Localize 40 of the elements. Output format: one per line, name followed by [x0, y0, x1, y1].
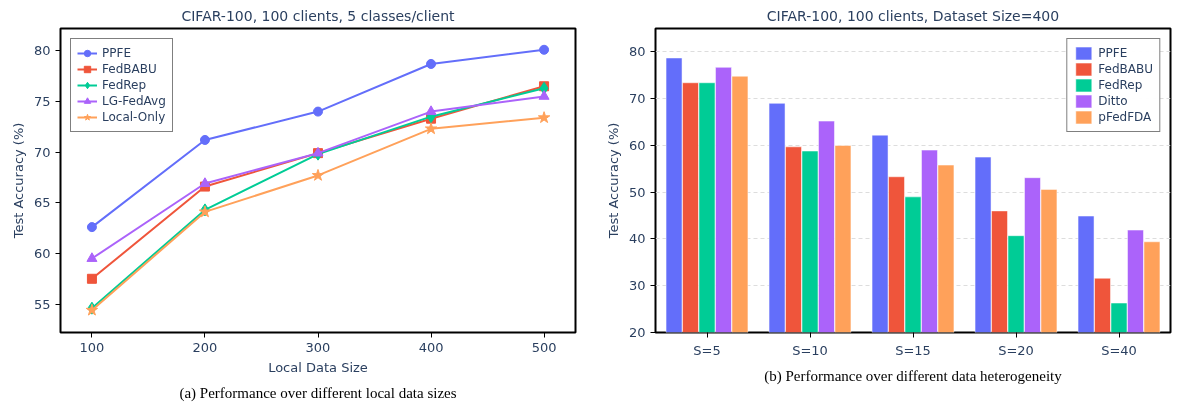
y-tick-label: 60 — [33, 245, 51, 261]
y-tick-label: 80 — [628, 44, 646, 60]
y-tick-label: 75 — [33, 93, 51, 109]
legend-label: Local-Only — [102, 109, 166, 125]
y-tick-label: 20 — [628, 325, 646, 340]
x-tick-label: 200 — [192, 339, 218, 355]
text: (a) Performance over different local data sizes — [179, 384, 457, 402]
x-tick-label: 500 — [531, 339, 557, 355]
y-tick-label: 30 — [628, 278, 646, 294]
legend-label: PPFE — [1098, 45, 1128, 61]
chart-title: CIFAR-100, 100 clients, 5 classes/client — [181, 7, 456, 24]
y-tick-label: 55 — [33, 296, 51, 312]
x-tick-label: 400 — [418, 339, 444, 355]
y-tick-label: 50 — [628, 184, 646, 200]
x-tick-label: S=20 — [998, 342, 1034, 358]
x-tick-label: S=5 — [693, 342, 721, 358]
x-tick-label: 100 — [79, 339, 105, 355]
chart-title: CIFAR-100, 100 clients, Dataset Size=400 — [766, 7, 1060, 24]
legend-label: pFedFDA — [1098, 109, 1152, 125]
x-tick-label: S=10 — [792, 342, 828, 358]
y-tick-label: 60 — [628, 137, 646, 153]
legend-label: PPFE — [102, 45, 131, 61]
x-tick-label: 300 — [305, 339, 331, 355]
legend-label: FedBABU — [102, 61, 157, 77]
x-tick-label: S=15 — [895, 342, 931, 358]
y-tick-label: 40 — [628, 231, 646, 247]
x-tick-label: S=40 — [1101, 342, 1137, 358]
legend-label: FedRep — [1098, 77, 1143, 93]
y-axis-title: Test Accuracy (%) — [10, 122, 26, 240]
x-axis-title: Local Data Size — [268, 359, 368, 375]
legend-label: Ditto — [1098, 93, 1128, 109]
y-tick-label: 70 — [33, 144, 51, 160]
y-tick-label: 70 — [628, 91, 646, 107]
legend-label: FedRep — [102, 77, 147, 93]
y-axis-title: Test Accuracy (%) — [605, 122, 621, 240]
y-tick-label: 80 — [33, 43, 51, 59]
y-tick-label: 65 — [33, 195, 51, 211]
text: (b) Performance over different data heterogeneity — [764, 367, 1063, 385]
legend-label: FedBABU — [1098, 61, 1153, 77]
legend-label: LG-FedAvg — [102, 93, 166, 109]
